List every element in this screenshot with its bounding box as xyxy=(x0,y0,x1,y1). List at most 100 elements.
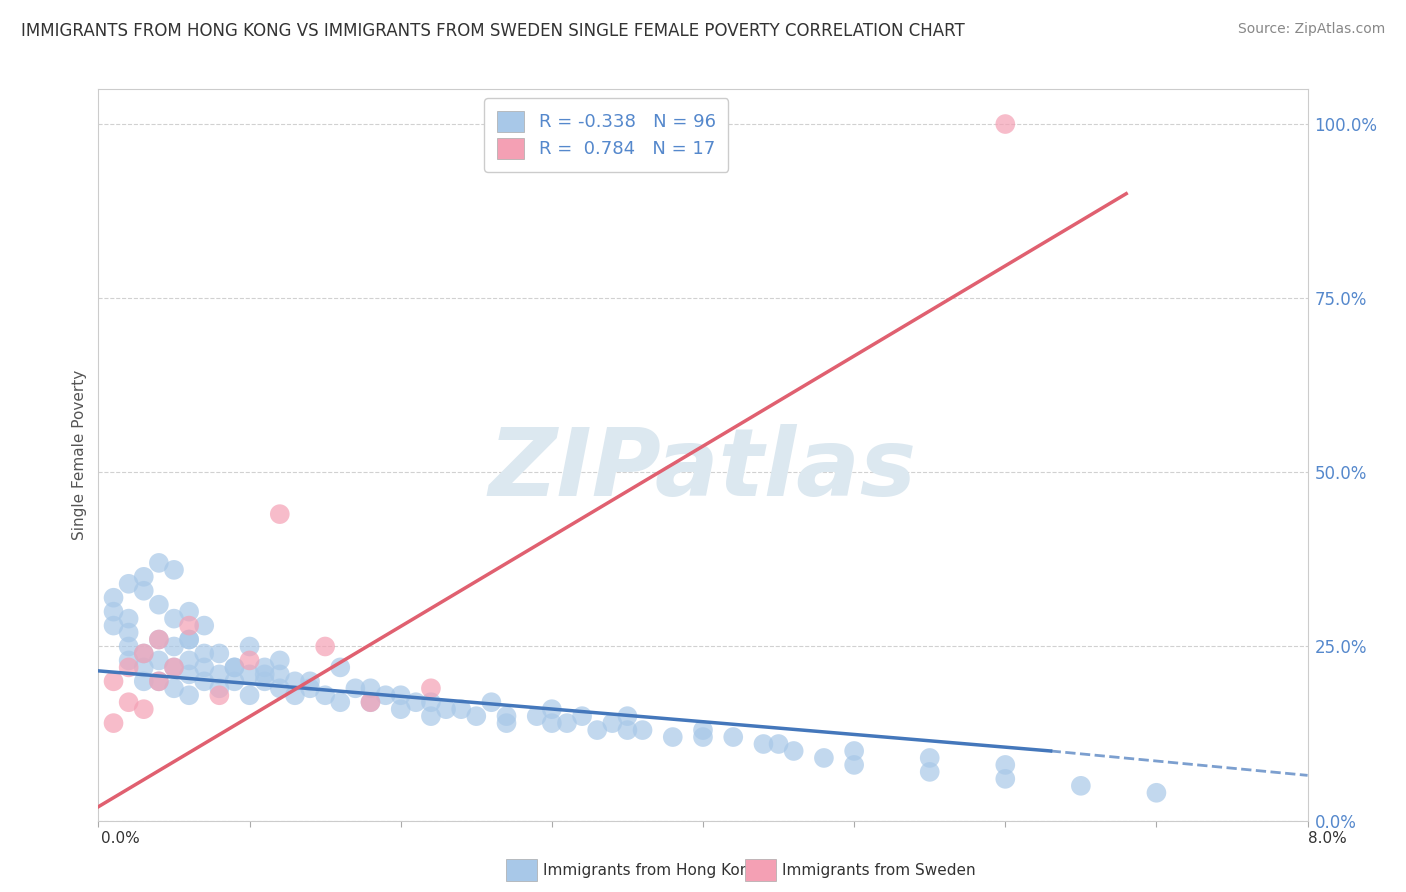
Point xyxy=(118,660,141,674)
Point xyxy=(314,688,336,702)
Text: 8.0%: 8.0% xyxy=(1308,831,1347,846)
Point xyxy=(918,764,941,779)
Point xyxy=(389,702,412,716)
Point xyxy=(602,716,624,731)
Text: Immigrants from Sweden: Immigrants from Sweden xyxy=(782,863,976,878)
Point xyxy=(359,681,381,696)
Point xyxy=(132,702,155,716)
Point xyxy=(118,625,141,640)
Point xyxy=(193,660,215,674)
Point xyxy=(224,674,246,689)
Point xyxy=(193,674,215,689)
Point xyxy=(752,737,775,751)
Point xyxy=(692,730,714,744)
Point xyxy=(118,653,141,667)
Point xyxy=(329,660,352,674)
Point xyxy=(208,681,231,696)
Point xyxy=(918,751,941,765)
Point xyxy=(208,667,231,681)
Point xyxy=(179,605,201,619)
Point xyxy=(1070,779,1092,793)
Point xyxy=(359,695,381,709)
Point xyxy=(994,758,1017,772)
Point xyxy=(163,660,186,674)
Point xyxy=(616,723,638,737)
Point xyxy=(148,632,170,647)
Point xyxy=(224,660,246,674)
Point xyxy=(148,674,170,689)
Point xyxy=(118,612,141,626)
Point xyxy=(103,674,125,689)
Legend: R = -0.338   N = 96, R =  0.784   N = 17: R = -0.338 N = 96, R = 0.784 N = 17 xyxy=(484,98,728,171)
Point xyxy=(103,618,125,632)
Point xyxy=(389,688,412,702)
Point xyxy=(329,695,352,709)
Point xyxy=(253,667,276,681)
Point xyxy=(269,681,291,696)
Point xyxy=(132,660,155,674)
Point xyxy=(616,709,638,723)
Point xyxy=(434,702,457,716)
Point xyxy=(994,772,1017,786)
Point xyxy=(844,744,866,758)
Text: IMMIGRANTS FROM HONG KONG VS IMMIGRANTS FROM SWEDEN SINGLE FEMALE POVERTY CORREL: IMMIGRANTS FROM HONG KONG VS IMMIGRANTS … xyxy=(21,22,965,40)
Point xyxy=(813,751,835,765)
Point xyxy=(208,647,231,661)
Point xyxy=(239,688,262,702)
Point xyxy=(692,723,714,737)
Point xyxy=(844,758,866,772)
Text: 0.0%: 0.0% xyxy=(101,831,141,846)
Point xyxy=(631,723,654,737)
Point xyxy=(782,744,804,758)
Point xyxy=(132,647,155,661)
Point xyxy=(571,709,593,723)
Text: ZIPatlas: ZIPatlas xyxy=(489,424,917,516)
Point xyxy=(163,640,186,654)
Point xyxy=(132,647,155,661)
Point xyxy=(419,681,441,696)
Point xyxy=(269,653,291,667)
Point xyxy=(419,695,441,709)
Point xyxy=(269,667,291,681)
Point xyxy=(179,618,201,632)
Point xyxy=(103,716,125,731)
Point xyxy=(179,688,201,702)
Point xyxy=(465,709,488,723)
Point xyxy=(994,117,1017,131)
Point xyxy=(132,674,155,689)
Point xyxy=(495,716,517,731)
Point xyxy=(163,660,186,674)
Point xyxy=(118,576,141,591)
Point xyxy=(344,681,367,696)
Point xyxy=(555,716,578,731)
Point xyxy=(239,667,262,681)
Point xyxy=(163,563,186,577)
Point xyxy=(179,632,201,647)
Point xyxy=(1144,786,1167,800)
Point xyxy=(253,674,276,689)
Point xyxy=(148,556,170,570)
Point xyxy=(284,674,307,689)
Point xyxy=(163,612,186,626)
Point xyxy=(118,640,141,654)
Point xyxy=(148,632,170,647)
Point xyxy=(540,716,562,731)
Y-axis label: Single Female Poverty: Single Female Poverty xyxy=(72,370,87,540)
Point xyxy=(314,640,336,654)
Point xyxy=(132,583,155,598)
Point xyxy=(269,507,291,521)
Point xyxy=(239,653,262,667)
Point xyxy=(405,695,427,709)
Point xyxy=(193,647,215,661)
Point xyxy=(224,660,246,674)
Point xyxy=(450,702,472,716)
Point xyxy=(179,632,201,647)
Point xyxy=(540,702,562,716)
Text: Immigrants from Hong Kong: Immigrants from Hong Kong xyxy=(543,863,759,878)
Point xyxy=(208,688,231,702)
Point xyxy=(179,653,201,667)
Point xyxy=(299,674,322,689)
Point xyxy=(495,709,517,723)
Point xyxy=(179,667,201,681)
Point xyxy=(419,709,441,723)
